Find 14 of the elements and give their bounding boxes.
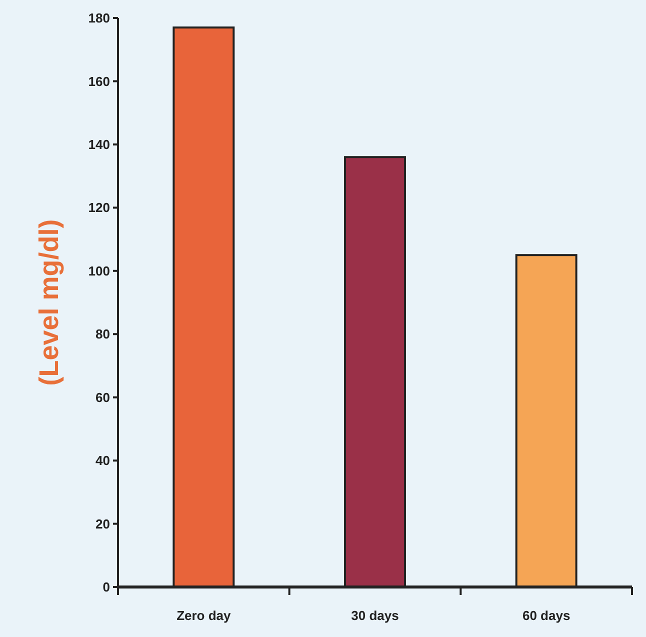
y-tick-label: 0	[102, 580, 110, 595]
y-tick-label: 60	[96, 390, 110, 405]
x-tick-label: Zero day	[176, 608, 232, 623]
y-tick-label: 180	[88, 10, 110, 26]
y-tick-label: 140	[88, 136, 110, 152]
y-tick-label: 100	[88, 263, 110, 278]
y-tick-label: 120	[88, 200, 110, 216]
y-tick-label: 20	[96, 516, 110, 532]
y-tick-label: 80	[96, 326, 110, 342]
x-tick-label: 30 days	[351, 608, 399, 623]
y-tick-label: 40	[96, 453, 110, 468]
y-axis-title: (Level mg/dl)	[34, 219, 64, 386]
y-tick-label: 160	[88, 74, 110, 89]
x-tick-label: 60 days	[522, 608, 570, 623]
